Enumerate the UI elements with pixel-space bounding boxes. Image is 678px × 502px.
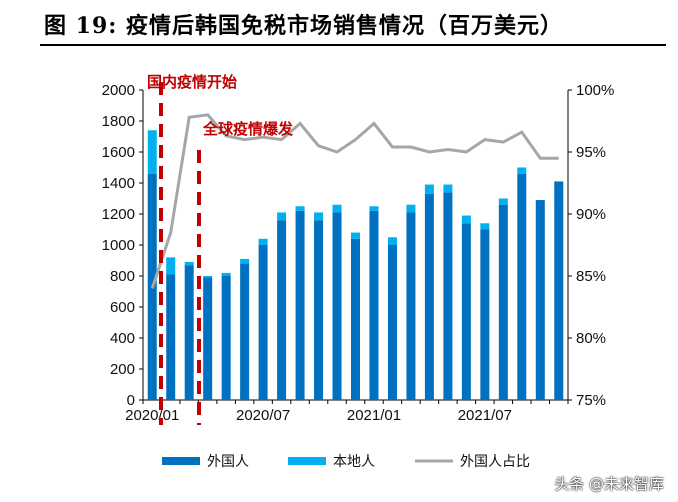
x-tick-label: 2021/07 <box>458 407 512 424</box>
bar-foreign <box>369 210 379 400</box>
y2-tick-label: 90% <box>576 206 606 223</box>
bar-foreign <box>314 220 324 400</box>
bar-foreign <box>461 223 471 400</box>
bar-foreign <box>406 212 416 400</box>
bar-local <box>424 184 434 194</box>
bar-foreign <box>240 263 250 400</box>
bar-foreign <box>424 193 434 400</box>
y-tick-label: 1600 <box>102 144 135 161</box>
bar-local <box>221 272 231 276</box>
bar-local <box>406 204 416 213</box>
bar-foreign <box>351 238 360 400</box>
y2-tick-label: 85% <box>576 268 606 285</box>
bar-local <box>351 232 360 239</box>
bar-foreign <box>443 192 453 400</box>
bar-local <box>517 167 527 174</box>
bar-local <box>258 238 268 245</box>
bar-foreign <box>535 200 545 400</box>
bar-foreign <box>166 274 176 400</box>
bar-foreign <box>517 173 527 400</box>
legend-label: 外国人 <box>207 454 249 470</box>
y-tick-label: 800 <box>110 268 135 285</box>
annotation-label: 全球疫情爆发 <box>202 120 294 138</box>
bar-local <box>203 276 213 278</box>
y-tick-label: 2000 <box>102 82 135 99</box>
y-tick-label: 200 <box>110 361 135 378</box>
bar-foreign <box>258 245 268 400</box>
bar-foreign <box>480 229 490 400</box>
y2-tick-label: 80% <box>576 330 606 347</box>
bar-local <box>184 262 194 266</box>
bar-foreign <box>498 204 508 400</box>
bar-foreign <box>554 181 564 400</box>
y-tick-label: 400 <box>110 330 135 347</box>
bar-foreign <box>332 212 342 400</box>
y2-tick-label: 75% <box>576 392 606 409</box>
y-tick-label: 1000 <box>102 237 135 254</box>
bar-local <box>498 198 508 205</box>
line-foreign-share <box>150 113 559 289</box>
bar-local <box>387 237 397 245</box>
x-tick-label: 2021/01 <box>347 407 401 424</box>
bar-local <box>314 212 324 221</box>
bar-local <box>147 130 157 174</box>
bar-foreign <box>203 277 213 400</box>
annotation-label: 国内疫情开始 <box>147 73 237 91</box>
bar-foreign <box>221 276 231 400</box>
chart-title: 图 19: 疫情后韩国免税市场销售情况（百万美元） <box>44 13 564 39</box>
bar-foreign <box>295 210 305 400</box>
y-tick-label: 1200 <box>102 206 135 223</box>
legend-swatch <box>162 457 200 465</box>
bar-foreign <box>387 245 397 400</box>
legend-label: 外国人占比 <box>460 454 530 470</box>
watermark: 头条 @未来智库 <box>554 475 664 493</box>
y-tick-label: 1400 <box>102 175 135 192</box>
bar-local <box>295 206 305 211</box>
y2-tick-label: 100% <box>576 82 614 99</box>
title-rule <box>40 44 666 46</box>
bar-local <box>480 223 490 230</box>
x-tick-label: 2020/07 <box>236 407 290 424</box>
bar-foreign <box>277 220 287 400</box>
bar-local <box>443 184 453 193</box>
y-tick-label: 600 <box>110 299 135 316</box>
y-tick-label: 0 <box>127 392 135 409</box>
bar-local <box>369 206 379 211</box>
bar-local <box>166 257 176 275</box>
y2-tick-label: 95% <box>576 144 606 161</box>
legend-label: 本地人 <box>333 454 375 470</box>
bar-local <box>240 258 250 264</box>
bar-local <box>277 212 287 221</box>
bar-foreign <box>184 265 194 400</box>
y-tick-label: 1800 <box>102 113 135 130</box>
bar-local <box>332 204 342 213</box>
x-tick-label: 2020/01 <box>125 407 179 424</box>
legend-swatch <box>288 457 326 465</box>
bar-local <box>461 215 471 224</box>
